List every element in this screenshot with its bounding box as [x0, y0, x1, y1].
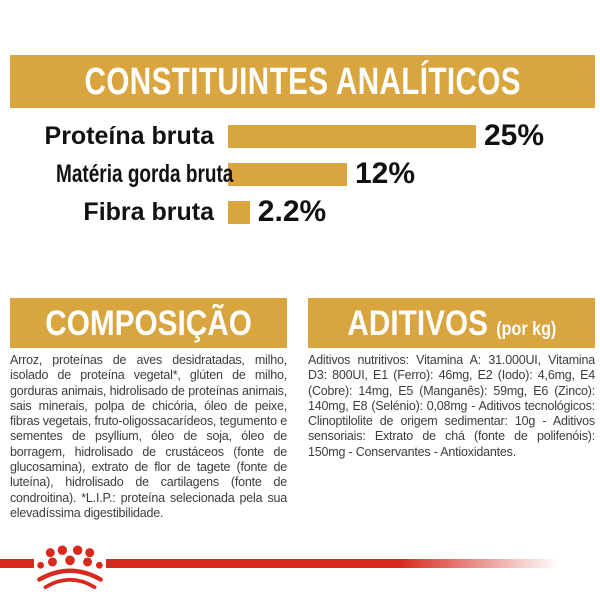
additives-header-banner: ADITIVOS (por kg) [308, 298, 595, 348]
chart-row: Matéria gorda bruta 12% [0, 157, 416, 190]
chart-value: 12% [355, 157, 416, 190]
chart-row-label: Matéria gorda bruta [0, 161, 233, 187]
chart-row: Proteína bruta 25% [0, 119, 545, 152]
chart-row-label: Fibra bruta [0, 197, 214, 226]
composition-header-banner: COMPOSIÇÃO [10, 298, 287, 348]
chart-bar [228, 200, 250, 224]
composition-body: Arroz, proteínas de aves desidratadas, m… [10, 353, 287, 520]
chart-bar [228, 124, 476, 148]
chart-row-label-text: Matéria gorda bruta [56, 159, 234, 188]
chart-row-label-text: Proteína bruta [44, 121, 214, 150]
chart-value: 2.2% [257, 195, 327, 228]
additives-header: ADITIVOS (por kg) [347, 306, 556, 341]
chart-row-label-text: Fibra bruta [83, 197, 214, 226]
analytic-title-banner: CONSTITUINTES ANALÍTICOS [10, 55, 595, 108]
royal-canin-crown-icon [37, 545, 103, 590]
additives-body: Aditivos nutritivos: Vitamina A: 31.000U… [308, 353, 595, 459]
chart-row: Fibra bruta 2.2% [0, 195, 327, 228]
analytic-title: CONSTITUINTES ANALÍTICOS [84, 60, 521, 103]
chart-bar [228, 162, 347, 186]
chart-row-label: Proteína bruta [0, 121, 214, 150]
additives-header-suffix: (por kg) [495, 318, 556, 340]
chart-value: 25% [484, 119, 545, 152]
additives-header-text: ADITIVOS [347, 303, 488, 343]
brand-line-left [0, 559, 34, 568]
composition-header: COMPOSIÇÃO [45, 303, 252, 343]
brand-line-right [106, 559, 578, 568]
